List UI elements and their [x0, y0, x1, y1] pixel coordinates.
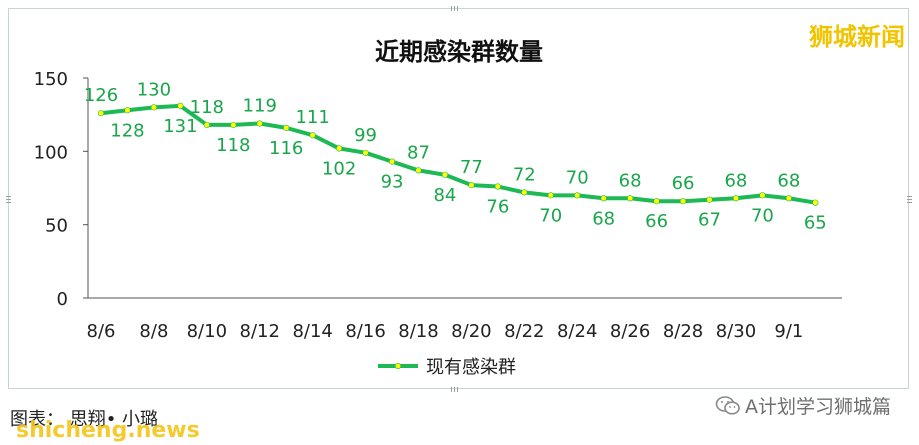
data-point [521, 189, 528, 196]
data-point [362, 149, 369, 156]
account-tag: A计划学习狮城篇 [715, 392, 891, 419]
data-point [203, 121, 210, 129]
data-point [124, 107, 131, 114]
data-point [706, 196, 713, 203]
watermark: 狮城新闻 [809, 23, 905, 51]
data-label: 111 [295, 107, 329, 128]
legend-label: 现有感染群 [426, 357, 516, 378]
data-label: 68 [619, 170, 642, 191]
data-point [812, 199, 819, 206]
data-label: 126 [84, 85, 118, 106]
chart-caption: 图表： 思翔• 小璐 [10, 409, 159, 430]
data-label: 66 [645, 211, 668, 232]
data-label: 93 [381, 172, 404, 193]
y-tick-label: 150 [34, 69, 68, 90]
resize-handle-left[interactable] [6, 194, 11, 203]
x-tick-label: 8/16 [345, 321, 385, 342]
y-tick-label: 0 [57, 289, 68, 310]
data-point [574, 192, 581, 199]
account-name: A计划学习狮城篇 [745, 396, 891, 418]
data-point [283, 124, 290, 131]
data-point [653, 198, 660, 205]
data-label: 87 [407, 142, 430, 163]
data-point [309, 132, 316, 139]
data-point [441, 171, 449, 178]
data-point [494, 183, 501, 190]
data-label: 70 [539, 205, 562, 226]
data-label: 76 [486, 197, 509, 218]
data-point [679, 198, 687, 205]
x-tick-label: 8/26 [610, 321, 650, 342]
data-label: 68 [592, 208, 615, 229]
data-label: 70 [566, 167, 589, 188]
data-label: 119 [243, 95, 277, 116]
x-tick-label: 8/24 [557, 321, 597, 342]
data-point [150, 104, 158, 111]
data-label: 77 [460, 157, 483, 178]
data-label: 99 [354, 125, 377, 146]
data-label: 131 [163, 116, 197, 137]
legend-swatch-marker [394, 362, 402, 370]
y-tick-label: 100 [34, 142, 68, 163]
data-point [627, 195, 634, 202]
data-label: 72 [513, 164, 536, 185]
data-point [785, 195, 792, 202]
data-point [547, 192, 554, 199]
data-label: 67 [698, 210, 721, 231]
data-label: 84 [433, 185, 456, 206]
data-label: 118 [216, 135, 250, 156]
data-point [336, 145, 343, 152]
data-label: 116 [269, 138, 303, 159]
x-tick-label: 8/14 [292, 321, 332, 342]
data-label: 66 [672, 173, 695, 194]
resize-handle-right[interactable] [907, 194, 912, 203]
x-tick-label: 8/28 [663, 321, 703, 342]
x-tick-label: 8/20 [451, 321, 491, 342]
x-tick-label: 8/8 [139, 321, 168, 342]
data-label: 65 [804, 213, 827, 234]
wechat-icon [715, 395, 740, 415]
resize-handle-top[interactable] [451, 6, 460, 11]
resize-handle-bottom[interactable] [451, 387, 460, 392]
data-point [177, 102, 184, 109]
x-tick-label: 8/18 [398, 321, 438, 342]
data-point [468, 181, 475, 189]
x-tick-label: 9/1 [774, 321, 803, 342]
data-point [97, 110, 105, 117]
data-point [256, 120, 263, 127]
chart-title: 近期感染群数量 [375, 38, 543, 66]
data-point [759, 192, 766, 199]
data-label: 68 [724, 170, 747, 191]
data-label: 128 [110, 120, 144, 141]
x-tick-label: 8/22 [504, 321, 544, 342]
series-line [100, 103, 816, 205]
data-label: 70 [751, 205, 774, 226]
data-point [600, 195, 607, 202]
x-tick-label: 8/12 [240, 321, 280, 342]
data-label: 68 [777, 170, 800, 191]
x-tick-label: 8/30 [716, 321, 756, 342]
chart-frame [8, 8, 909, 389]
data-label: 130 [137, 79, 171, 100]
data-point [230, 121, 237, 129]
data-label: 102 [322, 158, 356, 179]
x-tick-label: 8/6 [87, 321, 116, 342]
site-watermark: shicheng.news [16, 418, 200, 443]
x-tick-label: 8/10 [187, 321, 227, 342]
data-label: 118 [190, 97, 224, 118]
data-point [415, 167, 422, 174]
data-point [388, 158, 396, 165]
data-point [732, 195, 740, 202]
y-tick-label: 50 [45, 216, 68, 237]
